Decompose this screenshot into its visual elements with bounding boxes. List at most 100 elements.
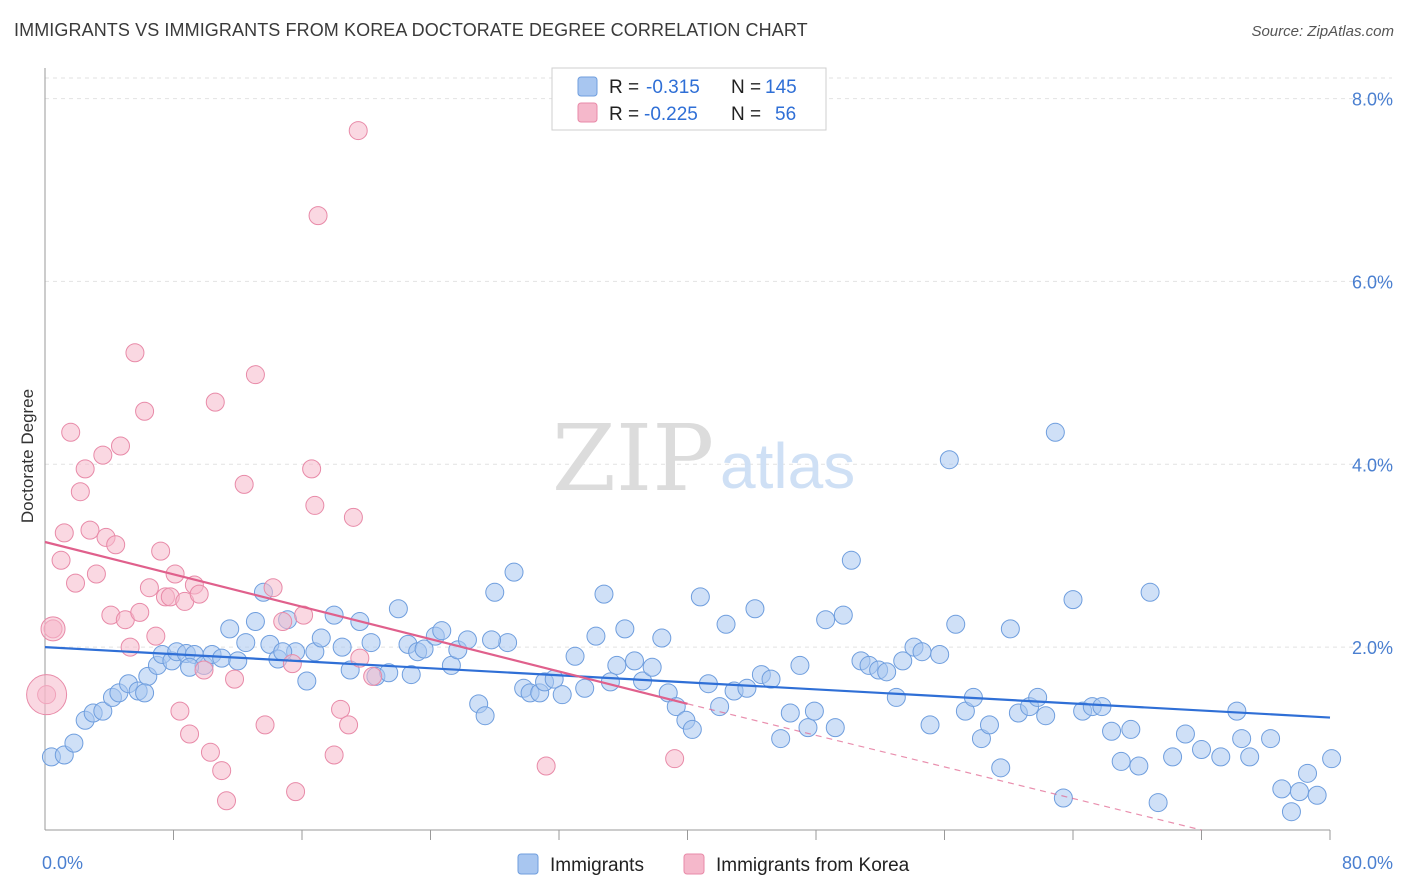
data-point (761, 669, 781, 689)
legend-r-value-2: -0.225 (644, 104, 698, 125)
data-point (665, 749, 685, 769)
trend-line-korea-extension (687, 703, 1202, 831)
x-tick-label-max: 80.0% (1342, 853, 1393, 873)
data-point (1211, 747, 1231, 767)
y-tick-label: 6.0% (1352, 272, 1393, 292)
data-point (1092, 697, 1112, 717)
data-point (305, 495, 325, 515)
data-point (64, 733, 84, 753)
data-point (536, 756, 556, 776)
data-point (1232, 729, 1252, 749)
watermark: ZIP atlas (552, 405, 855, 512)
data-point (110, 436, 130, 456)
bottom-legend-label-immigrants: Immigrants (550, 855, 644, 876)
data-point (363, 666, 383, 686)
data-point (716, 614, 736, 634)
data-point (1121, 719, 1141, 739)
data-point (255, 715, 275, 735)
data-point (1307, 785, 1327, 805)
data-point (286, 782, 306, 802)
data-point (745, 599, 765, 619)
data-point (135, 683, 155, 703)
data-point (282, 654, 302, 674)
data-point (212, 761, 232, 781)
data-point (886, 687, 906, 707)
data-point (1289, 782, 1309, 802)
data-point (825, 718, 845, 738)
data-point (297, 671, 317, 691)
data-point (432, 621, 452, 641)
data-point (245, 365, 265, 385)
data-point (66, 573, 86, 593)
legend-swatch-immigrants (577, 76, 598, 97)
data-point (236, 633, 256, 653)
data-point (946, 614, 966, 634)
data-point-medium (40, 616, 66, 642)
data-point (324, 745, 344, 765)
data-point (920, 715, 940, 735)
bottom-legend: Immigrants Immigrants from Korea (517, 853, 910, 876)
data-point (1111, 751, 1131, 771)
data-point (331, 699, 351, 719)
data-point (1000, 619, 1020, 639)
data-point (245, 612, 265, 632)
data-point (302, 459, 322, 479)
data-point (311, 628, 331, 648)
bottom-legend-swatch-korea (683, 853, 705, 875)
data-point (189, 584, 209, 604)
data-point (1063, 590, 1083, 610)
data-point (841, 550, 861, 570)
data-point (790, 655, 810, 675)
data-point (225, 669, 245, 689)
data-point (893, 651, 913, 671)
legend: R = -0.315 N = 145 R = -0.225 N = 56 (551, 67, 827, 131)
data-point (1192, 740, 1211, 760)
data-point (780, 703, 800, 723)
data-point (737, 678, 757, 698)
data-point-large (26, 674, 68, 716)
data-point (135, 401, 155, 421)
legend-r-label-1: R = (609, 77, 639, 98)
data-point (1175, 724, 1195, 744)
bottom-legend-label-korea: Immigrants from Korea (716, 855, 910, 876)
watermark-zip: ZIP (552, 405, 714, 512)
legend-swatch-korea (577, 102, 598, 123)
data-point (414, 639, 434, 659)
data-point (565, 646, 585, 666)
data-point (200, 742, 220, 762)
data-point (93, 445, 113, 465)
y-axis-label: Doctorate Degree (18, 389, 37, 523)
data-point (682, 719, 702, 739)
data-point (388, 599, 408, 619)
legend-n-label-2: N = (731, 104, 761, 125)
data-point (1148, 793, 1168, 813)
legend-n-label-1: N = (731, 77, 761, 98)
data-point (804, 701, 824, 721)
data-point (54, 523, 74, 543)
data-point (1053, 788, 1073, 808)
data-point (615, 619, 635, 639)
data-point (1028, 687, 1048, 707)
data-point (979, 715, 999, 735)
data-point (575, 678, 595, 698)
data-point (75, 459, 95, 479)
legend-r-label-2: R = (609, 104, 639, 125)
data-point (798, 718, 818, 738)
data-point (1163, 747, 1183, 767)
data-point (93, 701, 113, 721)
data-point (710, 697, 730, 717)
data-point (151, 541, 171, 561)
data-point (170, 701, 190, 721)
legend-n-value-1: 145 (765, 77, 797, 98)
y-tick-label: 2.0% (1352, 638, 1393, 658)
data-point (690, 587, 710, 607)
data-point (594, 584, 614, 604)
data-point (217, 791, 237, 811)
data-point (51, 550, 71, 570)
data-point (586, 626, 606, 646)
data-point (180, 724, 200, 744)
x-ticks (173, 830, 1331, 840)
data-point (343, 507, 363, 527)
x-tick-label-min: 0.0% (42, 853, 83, 873)
data-point (624, 651, 644, 671)
